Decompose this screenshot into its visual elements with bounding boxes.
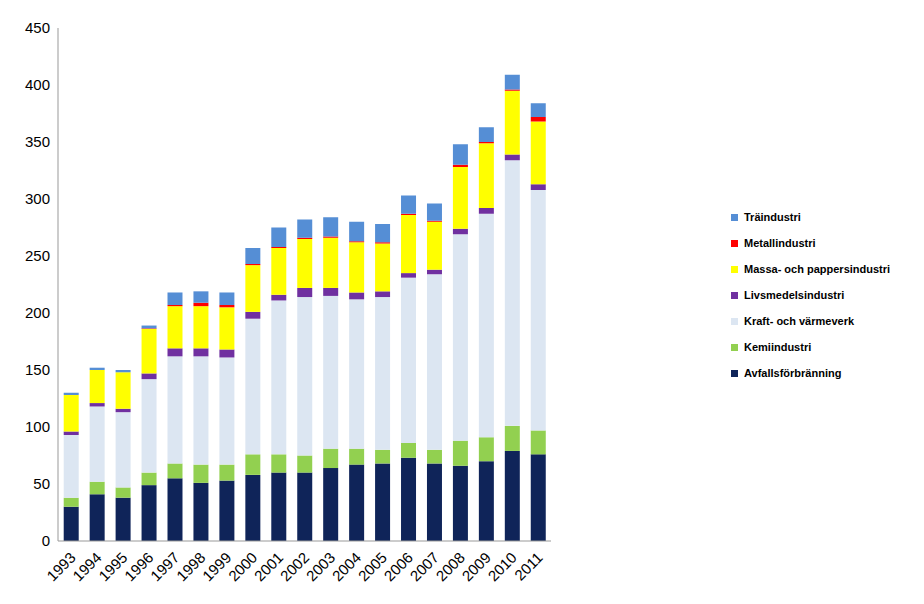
svg-text:50: 50 (33, 475, 50, 492)
html-text:Avfallsförbränning: Avfallsförbränning (744, 367, 842, 379)
svg-text:1997: 1997 (147, 549, 183, 585)
svg-text:1999: 1999 (199, 549, 235, 585)
svg-text:450: 450 (25, 19, 50, 36)
svg-text:100: 100 (25, 418, 50, 435)
svg-text:2008: 2008 (432, 549, 468, 585)
svg-text:2000: 2000 (225, 549, 261, 585)
html-text:Kemiindustri: Kemiindustri (744, 341, 812, 353)
html-text:Livsmedelsindustri: Livsmedelsindustri (744, 289, 845, 301)
svg-text:2009: 2009 (458, 549, 494, 585)
svg-text:1993: 1993 (43, 549, 79, 585)
svg-text:1994: 1994 (69, 549, 105, 585)
svg-text:400: 400 (25, 76, 50, 93)
svg-text:150: 150 (25, 361, 50, 378)
svg-text:2006: 2006 (380, 549, 416, 585)
svg-text:1998: 1998 (173, 549, 209, 585)
svg-text:0: 0 (42, 532, 50, 549)
html-text:Träindustri: Träindustri (744, 211, 801, 223)
svg-text:2011: 2011 (511, 549, 546, 584)
svg-text:2003: 2003 (303, 549, 339, 585)
svg-text:1996: 1996 (121, 549, 157, 585)
html-text:Metallindustri: Metallindustri (744, 237, 816, 249)
svg-text:350: 350 (25, 133, 50, 150)
svg-text:2001: 2001 (251, 549, 287, 585)
html-text:Massa- och pappersindustri: Massa- och pappersindustri (744, 263, 891, 275)
svg-text:2010: 2010 (484, 549, 520, 585)
svg-text:2002: 2002 (277, 549, 313, 585)
svg-text:300: 300 (25, 190, 50, 207)
html-text:Kraft- och värmeverk: Kraft- och värmeverk (744, 315, 855, 327)
svg-text:1995: 1995 (95, 549, 131, 585)
svg-text:2007: 2007 (406, 549, 442, 585)
svg-text:2005: 2005 (354, 549, 390, 585)
svg-text:250: 250 (25, 247, 50, 264)
svg-text:200: 200 (25, 304, 50, 321)
svg-text:2004: 2004 (329, 549, 365, 585)
